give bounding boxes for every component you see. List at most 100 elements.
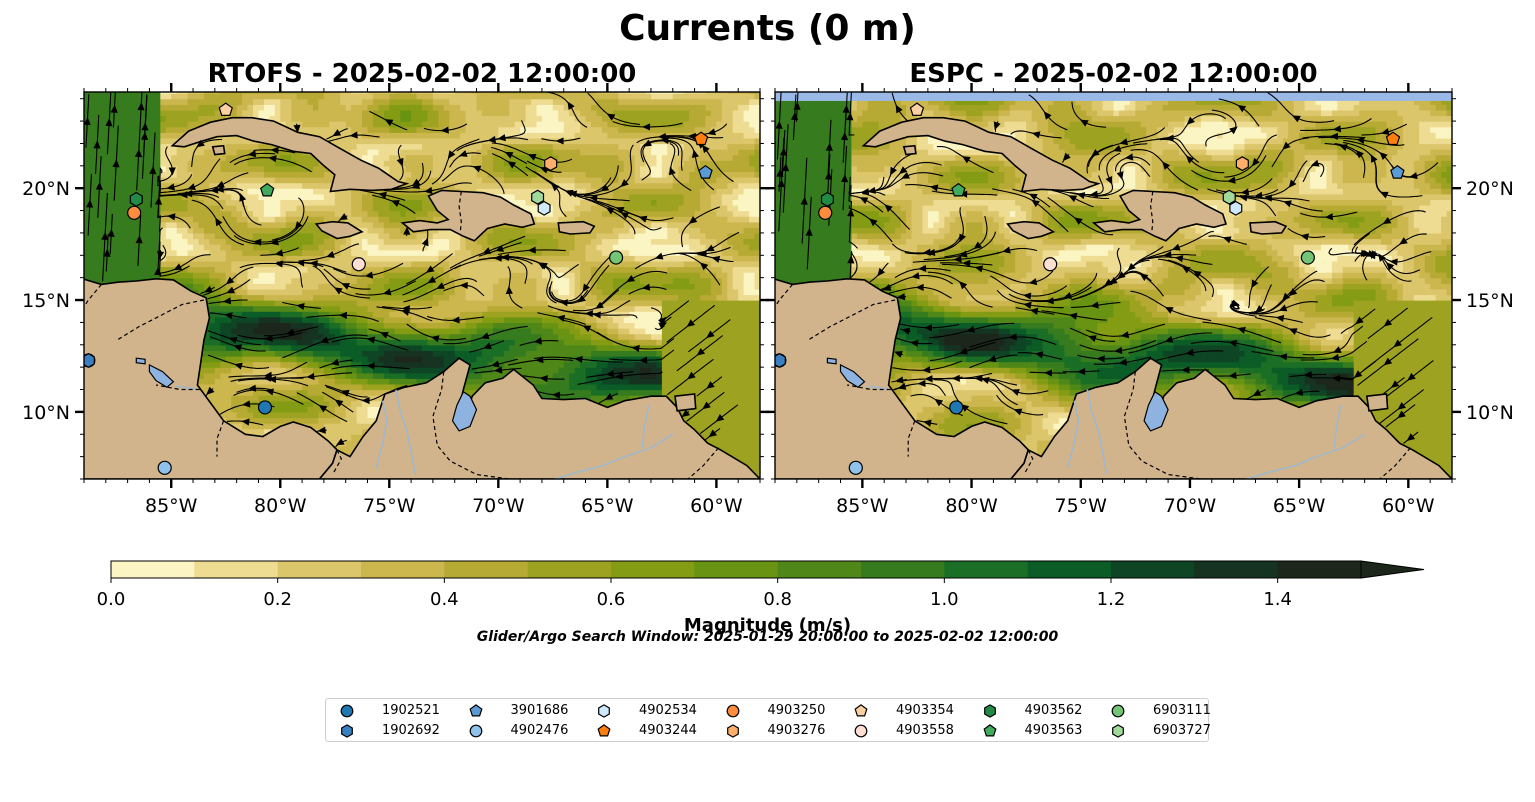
streamline-arrow	[1292, 115, 1301, 123]
legend-marker-icon	[1112, 724, 1124, 738]
float-marker-4902534	[1229, 200, 1243, 216]
streamline-arrow	[567, 101, 575, 111]
float-marker-4903276	[1235, 156, 1249, 172]
float-markers	[84, 102, 713, 475]
streamline-arrow	[482, 247, 492, 254]
streamline-arrow	[411, 178, 421, 187]
streamline-arrow	[825, 142, 833, 151]
streamline-arrow	[333, 287, 343, 295]
streamlines	[775, 92, 1439, 444]
streamline-arrow	[1114, 346, 1123, 354]
streamline-arrow	[706, 381, 715, 389]
streamline-arrow	[987, 355, 997, 363]
streamline-arrow	[196, 139, 205, 148]
streamline-arrow	[1283, 200, 1292, 208]
lat-tick-label: 20°N	[22, 178, 70, 200]
streamline-arrow	[1252, 389, 1262, 397]
streamline-arrow	[641, 283, 651, 291]
streamline-arrow	[922, 248, 931, 256]
streamline-arrow	[895, 376, 904, 384]
streamline-arrow	[555, 137, 564, 145]
legend-marker-icon	[982, 724, 997, 737]
streamline-arrow	[1278, 353, 1288, 361]
colorbar-swatch	[1027, 561, 1112, 578]
float-marker-1902521-b	[949, 400, 964, 415]
streamline-arrow	[403, 226, 411, 235]
streamline-arrow	[1353, 370, 1363, 378]
streamline-arrow	[505, 285, 513, 295]
streamline-arrow	[686, 319, 696, 328]
lon-tick-label: 70°W	[1164, 495, 1217, 517]
streamline-arrow	[1096, 355, 1105, 363]
streamline-arrow	[1254, 191, 1263, 199]
streamline-arrow	[574, 355, 583, 364]
streamline-arrow	[1288, 328, 1298, 335]
streamline-arrow	[668, 166, 676, 176]
streamline-arrow	[551, 391, 561, 399]
streamline-arrow	[1399, 237, 1408, 245]
lon-tick-label: 60°W	[1382, 495, 1435, 517]
lon-tick-label: 65°W	[581, 495, 634, 517]
streamline-arrow	[1103, 278, 1113, 287]
map-panel-espc: 85°W 80°W 75°W 70°W 65°W 60°W 10°N 15°N 20°N	[766, 83, 1514, 517]
streamline-arrow	[239, 192, 247, 202]
streamline-arrow	[427, 276, 437, 284]
streamline-arrow	[1118, 358, 1128, 366]
legend-marker-icon	[854, 704, 868, 717]
streamline-arrow	[1263, 194, 1272, 202]
legend-label: 6903727	[1153, 723, 1211, 738]
streamline-arrow	[654, 252, 664, 260]
streamline-arrow	[1031, 131, 1041, 139]
streamline-arrow	[137, 102, 145, 111]
streamline-arrow	[1068, 195, 1078, 203]
streamline-arrow	[793, 101, 801, 110]
streamline-arrow	[959, 347, 968, 355]
streamline-arrow	[1181, 366, 1190, 374]
streamline-arrow	[1063, 292, 1073, 299]
streamline-arrow	[805, 227, 813, 236]
border	[846, 384, 891, 391]
streamline-arrow	[1237, 326, 1246, 334]
lat-tick-label: 10°N	[1466, 402, 1514, 424]
streamline-arrow	[349, 131, 358, 139]
colorbar-swatch	[944, 561, 1029, 578]
colorbar-swatch	[1194, 561, 1279, 578]
streamline-arrow	[382, 288, 392, 296]
legend-marker-icon	[341, 724, 353, 738]
streamline-arrow	[658, 316, 667, 326]
streamline-arrow	[507, 161, 517, 169]
land-polygon	[1249, 220, 1288, 235]
legend-item-1902692: 1902692	[338, 722, 458, 740]
border	[458, 191, 462, 233]
streamline-arrow	[901, 172, 910, 179]
streamline-arrow	[1120, 331, 1130, 339]
float-marker-4903244	[1385, 131, 1401, 146]
lat-tick-label: 10°N	[22, 402, 70, 424]
streamline-arrow	[396, 157, 404, 167]
streamline-arrow	[293, 124, 301, 133]
streamline-arrow	[84, 116, 91, 126]
streamline-arrow	[215, 217, 223, 227]
streamline-arrow	[107, 228, 115, 237]
colorbar-swatch	[111, 561, 195, 578]
map-panel-rtofs: 85°W 80°W 75°W 70°W 65°W 60°W 10°N 15°N 20°N	[22, 83, 769, 517]
streamline-arrow	[338, 311, 347, 319]
lon-tick-label: 85°W	[836, 495, 889, 517]
streamline-arrow	[1164, 335, 1174, 343]
streamline-arrow	[1382, 216, 1392, 224]
streamline-arrow	[1163, 251, 1172, 259]
streamline-arrow	[216, 180, 225, 188]
streamline-arrow	[225, 276, 235, 285]
streamline-arrow	[707, 128, 716, 136]
streamline-arrow	[1389, 258, 1398, 266]
colorbar: 0.0 0.2 0.4 0.6 0.8 1.0 1.2 1.4	[0, 555, 1535, 645]
float-marker-6903727	[531, 189, 545, 205]
streamline-arrow	[500, 253, 510, 261]
float-marker-4903250	[127, 205, 142, 220]
streamline-arrow	[1228, 339, 1237, 347]
legend-label: 4903354	[896, 703, 954, 718]
streamline-arrow	[974, 374, 983, 383]
streamline-arrow	[1383, 357, 1393, 366]
streamline-arrow	[1088, 335, 1097, 343]
streamline-arrow	[306, 372, 315, 381]
